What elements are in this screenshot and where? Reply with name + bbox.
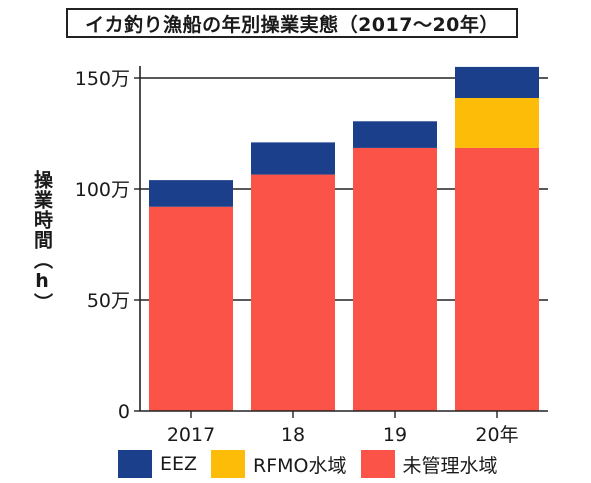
bar-segment xyxy=(251,142,335,175)
legend-label: RFMO水域 xyxy=(253,454,347,477)
legend-label: EEZ xyxy=(160,453,198,475)
y-tick-label: 150万 xyxy=(75,68,130,90)
legend-item: EEZ xyxy=(118,450,197,478)
bar-segment xyxy=(353,147,437,411)
bar-segment xyxy=(455,147,539,411)
legend-swatch xyxy=(211,450,246,478)
legend-item: 未管理水域 xyxy=(360,450,498,478)
chart-title-box: イカ釣り漁船の年別操業実態（2017〜20年） xyxy=(66,8,518,38)
bar-segment xyxy=(353,121,437,148)
x-tick-label: 18 xyxy=(281,424,305,446)
bar-segment xyxy=(455,97,539,148)
legend-swatch xyxy=(360,450,395,478)
legend: EEZ RFMO水域 未管理水域 xyxy=(118,450,512,478)
chart-title: イカ釣り漁船の年別操業実態（2017〜20年） xyxy=(85,13,499,36)
chart-canvas: 0 50万 100万 150万 2017 18 19 20年 xyxy=(75,66,548,446)
bar-segment xyxy=(149,206,233,411)
legend-item: RFMO水域 xyxy=(211,450,347,478)
y-axis-label: 操業時間（h） xyxy=(31,170,53,313)
bar-segment xyxy=(455,66,539,98)
y-tick-label: 0 xyxy=(118,401,130,423)
x-tick-label: 2017 xyxy=(167,424,215,446)
y-tick-label: 50万 xyxy=(87,290,130,312)
x-tick-label: 19 xyxy=(383,424,407,446)
bar-segment xyxy=(251,174,335,411)
bar-segment xyxy=(149,180,233,207)
y-tick-label: 100万 xyxy=(75,179,130,201)
legend-swatch xyxy=(118,450,152,478)
legend-label: 未管理水域 xyxy=(402,454,498,477)
x-tick-label: 20年 xyxy=(475,424,518,446)
